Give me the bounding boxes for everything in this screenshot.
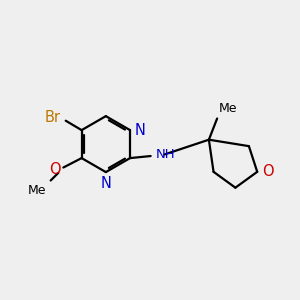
Text: O: O xyxy=(49,162,60,177)
Text: Br: Br xyxy=(44,110,60,125)
Text: NH: NH xyxy=(156,148,176,161)
Text: N: N xyxy=(134,123,145,138)
Text: Me: Me xyxy=(28,184,46,197)
Text: N: N xyxy=(100,176,111,190)
Text: Me: Me xyxy=(219,102,237,115)
Text: O: O xyxy=(262,164,274,179)
